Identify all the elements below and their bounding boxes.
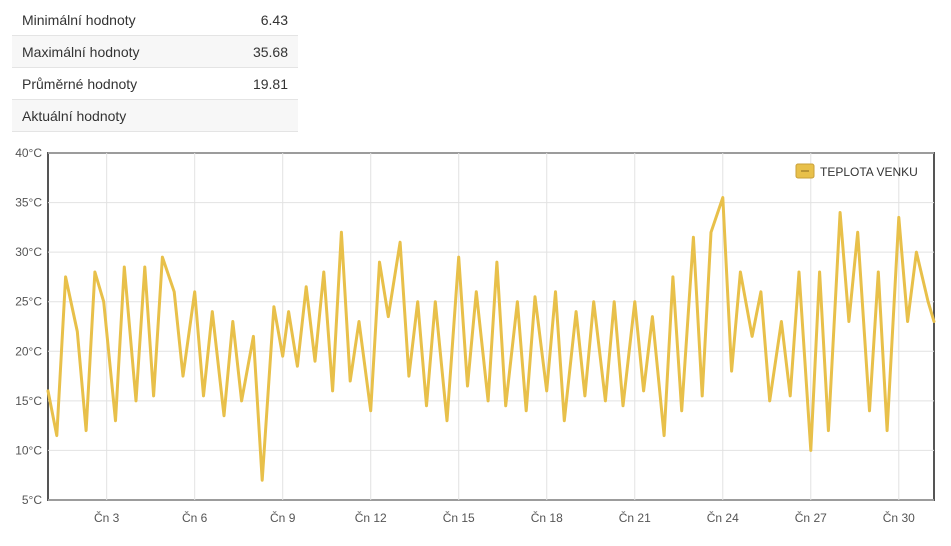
y-tick-label: 40°C <box>15 146 42 160</box>
stats-label: Maximální hodnoty <box>12 35 217 68</box>
stats-label: Minimální hodnoty <box>12 4 217 36</box>
x-tick-label: Čn 15 <box>443 510 475 525</box>
x-tick-label: Čn 3 <box>94 510 120 525</box>
grid <box>48 152 934 501</box>
x-tick-label: Čn 18 <box>531 510 563 525</box>
stats-value: 6.43 <box>216 4 298 36</box>
y-tick-label: 15°C <box>15 394 42 408</box>
x-tick-label: Čn 21 <box>619 510 651 525</box>
y-tick-label: 35°C <box>15 196 42 210</box>
stats-label: Průměrné hodnoty <box>12 67 217 100</box>
stats-row: Průměrné hodnoty 19.81 <box>12 67 298 100</box>
y-tick-label: 25°C <box>15 295 42 309</box>
x-tick-label: Čn 9 <box>270 510 296 525</box>
stats-table: Minimální hodnoty 6.43 Maximální hodnoty 35… <box>12 4 298 132</box>
legend[interactable]: TEPLOTA VENKU <box>795 163 918 179</box>
y-tick-label: 30°C <box>15 245 42 259</box>
y-tick-label: 5°C <box>22 493 42 507</box>
stats-row: Maximální hodnoty 35.68 <box>12 35 298 68</box>
x-tick-label: Čn 6 <box>182 510 208 525</box>
y-axis: 5°C 10°C 15°C 20°C 25°C 30°C 35°C 40°C <box>15 146 42 507</box>
x-tick-label: Čn 12 <box>355 510 387 525</box>
x-tick-label: Čn 24 <box>707 510 739 525</box>
legend-label: TEPLOTA VENKU <box>820 165 918 179</box>
stats-row: Aktuální hodnoty <box>12 99 298 132</box>
stats-label: Aktuální hodnoty <box>12 99 217 132</box>
series-line-teplota-venku <box>46 196 936 482</box>
temperature-chart: 5°C 10°C 15°C 20°C 25°C 30°C 35°C 40°C Čn 3 Čn 6… <box>15 146 936 525</box>
x-tick-label: Čn 27 <box>795 510 827 525</box>
stats-value: 35.68 <box>216 35 298 68</box>
stats-value <box>216 99 298 132</box>
plot-area <box>47 152 935 501</box>
x-tick-label: Čn 30 <box>883 510 915 525</box>
x-axis: Čn 3 Čn 6 Čn 9 Čn 12 Čn 15 Čn 18 Čn 21 Čn 24 Čn … <box>94 510 915 525</box>
y-tick-label: 20°C <box>15 344 42 358</box>
stats-row: Minimální hodnoty 6.43 <box>12 4 298 36</box>
y-tick-label: 10°C <box>15 443 42 457</box>
stats-value: 19.81 <box>216 67 298 100</box>
